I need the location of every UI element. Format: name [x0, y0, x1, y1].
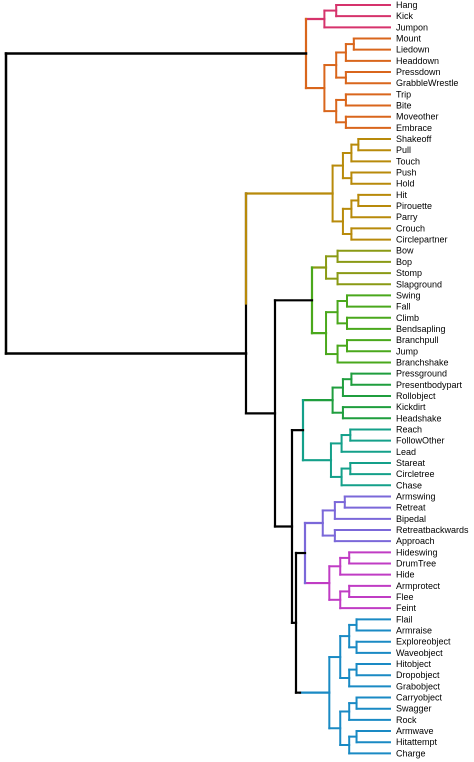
leaf-label: Branchshake — [396, 357, 449, 367]
leaf-label: Liedown — [396, 45, 430, 55]
leaf-label: Armraise — [396, 626, 432, 636]
leaf-label: Headdown — [396, 56, 439, 66]
leaf-label: Circletree — [396, 469, 435, 479]
leaf-label: Push — [396, 168, 417, 178]
leaf-label: GrabbleWrestle — [396, 78, 458, 88]
leaf-label: DrumTree — [396, 559, 436, 569]
leaf-label: Armprotect — [396, 581, 441, 591]
leaf-label: Exploreobject — [396, 637, 451, 647]
leaf-label: Pull — [396, 145, 411, 155]
leaf-label: Waveobject — [396, 648, 443, 658]
leaf-label: Mount — [396, 34, 422, 44]
leaf-label: Bow — [396, 246, 414, 256]
leaf-label: Rock — [396, 715, 417, 725]
leaf-label: Hide — [396, 570, 415, 580]
leaf-label: Rollobject — [396, 391, 436, 401]
leaf-label: Presentbodypart — [396, 380, 463, 390]
leaf-label: Parry — [396, 212, 418, 222]
leaf-label: Jump — [396, 346, 418, 356]
leaf-label: Stareat — [396, 458, 426, 468]
leaf-label: Fall — [396, 302, 411, 312]
leaf-label: Hit — [396, 190, 407, 200]
leaf-label: Charge — [396, 748, 426, 758]
leaf-label: Grabobject — [396, 681, 441, 691]
leaf-label: Bipedal — [396, 514, 426, 524]
leaf-label: Bop — [396, 257, 412, 267]
leaf-label: Carryobject — [396, 693, 443, 703]
leaf-label: Crouch — [396, 223, 425, 233]
leaf-label: Shakeoff — [396, 134, 432, 144]
leaf-label: Dropobject — [396, 670, 440, 680]
leaf-label: Touch — [396, 156, 420, 166]
leaf-label: Climb — [396, 313, 419, 323]
leaf-label: Embrace — [396, 123, 432, 133]
leaf-label: Reach — [396, 424, 422, 434]
leaf-label: Armwave — [396, 726, 434, 736]
leaf-label: Bite — [396, 101, 412, 111]
leaf-label: Hitobject — [396, 659, 432, 669]
dendrogram-branches — [4, 4, 391, 755]
leaf-label: Pirouette — [396, 201, 432, 211]
leaf-label: Stomp — [396, 268, 422, 278]
leaf-label: Retreat — [396, 503, 426, 513]
leaf-label: Jumpon — [396, 22, 428, 32]
leaf-label: Flee — [396, 592, 414, 602]
leaf-label: Slapground — [396, 279, 442, 289]
leaf-label: Hitattempt — [396, 737, 438, 747]
leaf-label: Approach — [396, 536, 435, 546]
leaf-label: Circlepartner — [396, 235, 448, 245]
leaf-label: Hang — [396, 0, 418, 10]
leaf-label: Chase — [396, 480, 422, 490]
leaf-label: Kickdirt — [396, 402, 426, 412]
leaf-label: Moveother — [396, 112, 439, 122]
leaf-label: Bendsapling — [396, 324, 446, 334]
leaf-label: Lead — [396, 447, 416, 457]
leaf-label: Flail — [396, 614, 413, 624]
leaf-label: FollowOther — [396, 436, 445, 446]
leaf-label: Branchpull — [396, 335, 439, 345]
leaf-label: Swagger — [396, 704, 432, 714]
leaf-label: Kick — [396, 11, 414, 21]
leaf-label: Feint — [396, 603, 417, 613]
leaf-label: Armswing — [396, 491, 436, 501]
leaf-label: Retreatbackwards — [396, 525, 469, 535]
leaf-label: Trip — [396, 89, 411, 99]
leaf-label: Hold — [396, 179, 415, 189]
leaf-label: Pressdown — [396, 67, 441, 77]
leaf-label: Hideswing — [396, 547, 438, 557]
leaf-label: Swing — [396, 290, 421, 300]
leaf-label: Headshake — [396, 413, 442, 423]
leaf-label: Pressground — [396, 369, 447, 379]
